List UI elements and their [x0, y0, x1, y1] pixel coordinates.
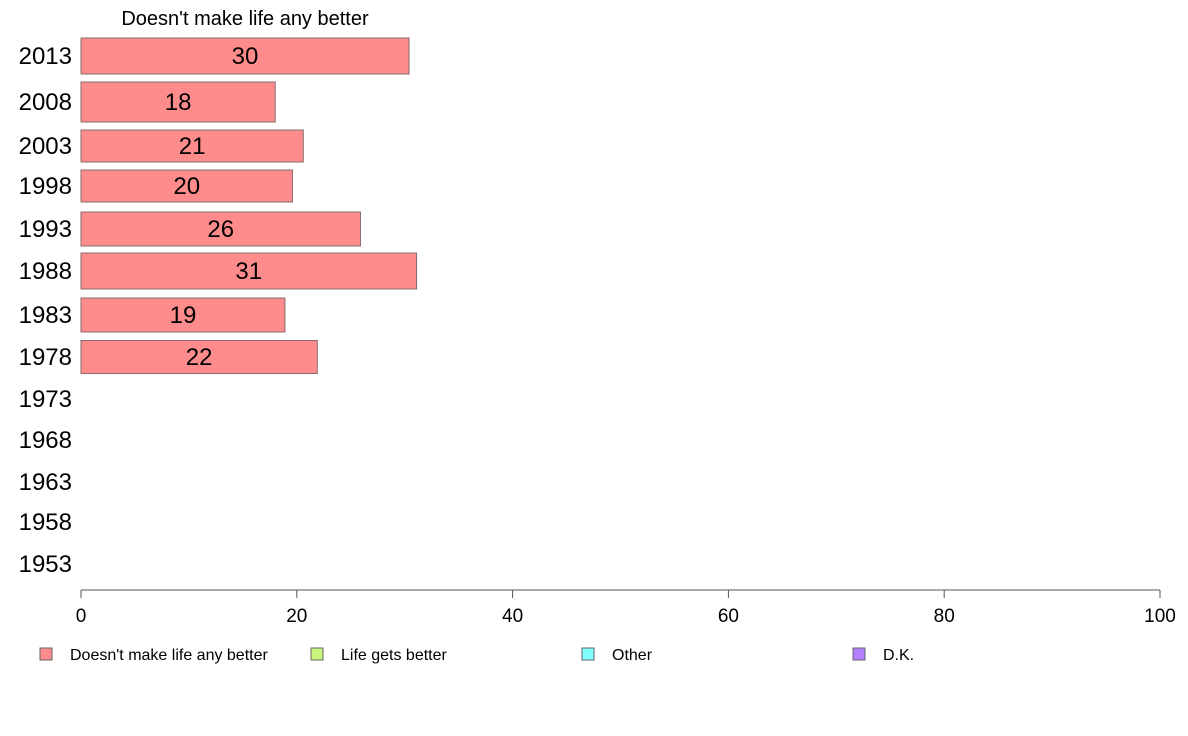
year-label: 1953 — [19, 551, 72, 578]
legend-label: Doesn't make life any better — [70, 647, 268, 664]
bar-value-label: 30 — [232, 43, 259, 70]
year-label: 1978 — [19, 344, 72, 371]
bar-value-label: 26 — [207, 216, 234, 243]
legend-label: Life gets better — [341, 647, 448, 664]
legend-label: Other — [612, 647, 653, 664]
bar-value-label: 31 — [235, 258, 262, 285]
bar — [80, 297, 286, 333]
legend-swatch — [581, 647, 595, 661]
x-tick-label: 0 — [76, 606, 87, 627]
year-label: 2003 — [19, 133, 72, 160]
bar-value-label: 19 — [170, 302, 197, 329]
legend: Doesn't make life any better Life gets be… — [39, 647, 914, 664]
legend-swatch — [39, 647, 53, 661]
y-axis-labels: 2013 2008 2003 1998 1993 1988 1983 1978 1973 1968… — [19, 43, 72, 578]
year-label: 1968 — [19, 427, 72, 454]
x-axis: 0 20 40 60 80 100 — [76, 589, 1176, 627]
legend-swatch — [310, 647, 324, 661]
year-label: 1958 — [19, 509, 72, 536]
legend-item: Life gets better — [310, 647, 448, 664]
year-label: 2013 — [19, 43, 72, 70]
bar — [80, 340, 318, 374]
bar — [80, 129, 304, 163]
year-label: 1963 — [19, 469, 72, 496]
bar-value-label: 22 — [186, 344, 213, 371]
bar-value-label: 18 — [165, 89, 192, 116]
bar — [80, 169, 293, 203]
bar-value-label: 20 — [173, 173, 200, 200]
year-label: 1988 — [19, 258, 72, 285]
bar — [80, 81, 276, 123]
x-tick-label: 60 — [718, 606, 739, 627]
bar — [80, 37, 410, 75]
year-label: 2008 — [19, 89, 72, 116]
year-label: 1983 — [19, 302, 72, 329]
legend-item: D.K. — [852, 647, 914, 664]
x-tick-label: 80 — [934, 606, 955, 627]
year-label: 1998 — [19, 173, 72, 200]
x-tick-label: 20 — [286, 606, 307, 627]
legend-item: Doesn't make life any better — [39, 647, 268, 664]
year-label: 1973 — [19, 386, 72, 413]
year-label: 1993 — [19, 216, 72, 243]
legend-item: Other — [581, 647, 653, 664]
chart-title: Doesn't make life any better — [121, 8, 369, 30]
x-tick-label: 100 — [1144, 606, 1176, 627]
x-tick-label: 40 — [502, 606, 523, 627]
legend-label: D.K. — [883, 647, 914, 664]
bar — [80, 211, 361, 247]
bar-value-label: 21 — [179, 133, 206, 160]
bar — [80, 252, 418, 290]
legend-swatch — [852, 647, 866, 661]
